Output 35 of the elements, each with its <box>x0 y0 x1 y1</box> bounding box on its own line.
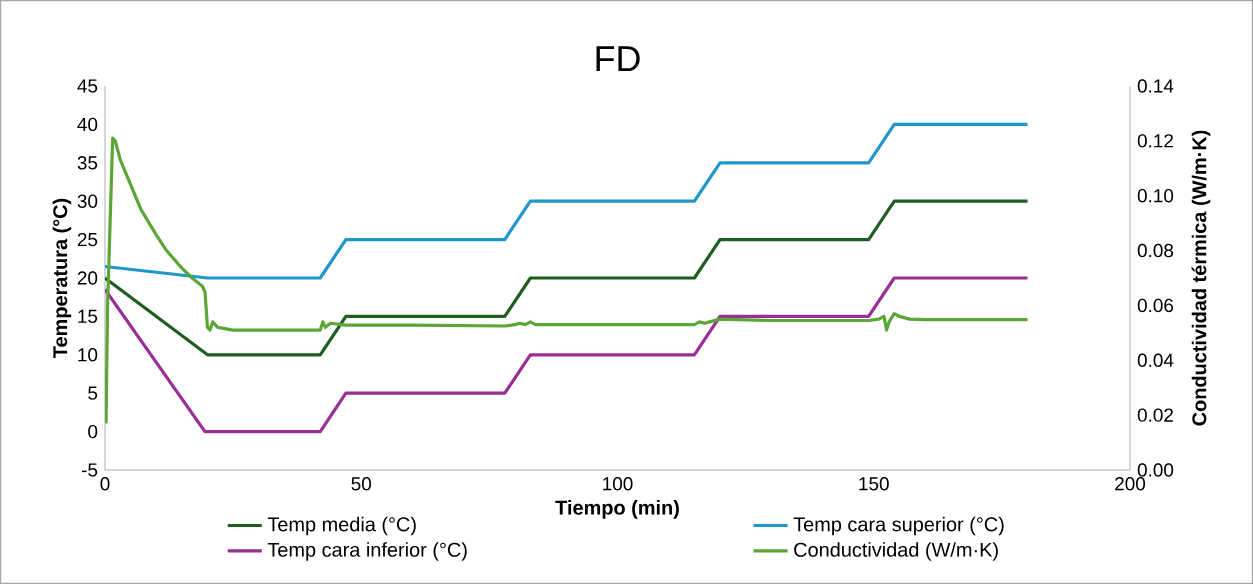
x-tick-label: 100 <box>603 477 633 491</box>
y-tick-label: 10 <box>78 348 98 362</box>
x-tick-label: 150 <box>859 477 889 491</box>
legend-label: Temp media (°C) <box>267 516 416 536</box>
y2-tick-label: 0.02 <box>1137 408 1173 422</box>
line-series <box>105 199 1030 357</box>
chart-title: FD <box>596 46 640 71</box>
legend-label: Temp cara superior (°C) <box>793 516 1004 536</box>
y2-tick-label: 0.00 <box>1137 463 1174 477</box>
y2-tick-label: 0.06 <box>1137 298 1174 313</box>
y-tick-label: 15 <box>78 309 98 324</box>
y2-tick-label: 0.08 <box>1137 243 1174 258</box>
y2-tick-label: 0.12 <box>1137 134 1173 148</box>
y-tick-label: 45 <box>77 79 98 93</box>
y-tick-label: 5 <box>88 386 98 400</box>
y-tick-label: 40 <box>77 117 98 132</box>
x-tick-label: 0 <box>100 477 110 491</box>
legend-label: Conductividad (W/m·K) <box>794 542 998 561</box>
y-tick-label: 35 <box>77 156 98 170</box>
x-tick-label: 50 <box>351 477 372 491</box>
y-tick-label: -5 <box>81 463 98 477</box>
y-tick-label: 0 <box>88 424 98 439</box>
y2-tick-label: 0.10 <box>1137 189 1174 203</box>
y-axis-title: Temperatura (°C) <box>52 198 72 358</box>
y-tick-label: 20 <box>77 271 98 285</box>
x-axis-title: Tiempo (min) <box>555 500 679 519</box>
y-tick-label: 30 <box>77 194 98 208</box>
y2-axis-title: Conductividad térmica (W/m·K) <box>1191 130 1211 426</box>
legend-label: Temp cara inferior (°C) <box>267 542 467 561</box>
y-tick-label: 25 <box>77 232 98 247</box>
y2-tick-label: 0.14 <box>1137 79 1174 93</box>
line-series <box>105 276 1030 434</box>
line-series <box>105 122 1030 280</box>
y2-tick-label: 0.04 <box>1137 353 1174 367</box>
x-tick-label: 200 <box>1115 477 1146 491</box>
